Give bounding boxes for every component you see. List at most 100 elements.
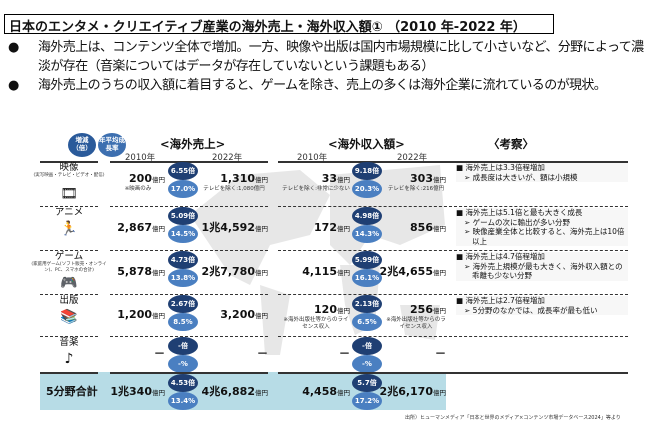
total-income-ratio: 5.7倍 [352,374,382,392]
note-line: ➢ 映像産業全体と比較すると、海外売上は10倍以上 [464,227,625,246]
note-line: ■ 海外売上は5.1倍と最も大きく成長 [456,208,583,217]
note-line: ■ 海外売上は4.7倍程増加 [456,252,545,261]
bullet-dot-icon: ● [8,40,19,55]
income-2022: 2兆4,655億円 [379,265,446,278]
sales-2022: 2兆7,780億円 [201,265,268,278]
books-icon: 📚 [60,309,78,325]
total-label: 5分野合計 [46,385,98,398]
notes-block: ■ 海外売上は5.1倍と最も大きく成長 ➢ ゲームの次に輸出が多い分野 ➢ 映像産業… [456,208,628,246]
legend-ratio-badge: 増減（倍） [68,133,96,157]
section-sales-heading: <海外売上> [160,137,226,151]
sales-cagr-badge: 8.5% [168,313,198,331]
income-cagr-badge: 16.1% [352,269,382,287]
row-label: アニメ [54,207,84,218]
anime-icon: 🏃 [60,221,78,237]
sales-cagr-badge: 17.0% [168,180,198,198]
note-line: ➢ 成長度は大きいが、額は小規模 [464,172,578,182]
row-divider [110,336,268,337]
sales-ratio-badge: 2.67倍 [168,295,198,313]
row-divider [110,206,268,207]
income-cagr-badge: 6.5% [352,313,382,331]
row-sublabel: (家庭用ゲーム(ソフト販売・オンライン)、PC、スマホの合計) [31,262,107,273]
row-label: 音楽 [59,337,79,348]
income-ratio-badge: 9.18倍 [352,162,382,180]
total-sales-2010: 1兆340億円 [110,385,165,398]
notes-block: ■ 海外売上は3.3倍程増加 ➢ 成長度は大きいが、額は小規模 [456,163,628,182]
income-ratio-badge: -倍 [352,337,382,355]
gamepad-icon: 🎮 [60,275,78,291]
value-note: テレビを除く:216億円 [387,185,445,192]
income-cagr-badge: -% [352,355,382,373]
sales-ratio-badge: 5.09倍 [168,207,198,225]
income-ratio-badge: 2.13倍 [352,295,382,313]
notes-block: ■ 海外売上は2.7倍程増加 ➢ 5分野のなかでは、成長率が最も低い [456,296,628,315]
note-line: ➢ 海外売上規模が最も大きく、海外収入額との乖離も少ない分野 [464,261,623,281]
row-sublabel: (実写映画・テレビ・ビデオ・配信) [33,173,105,178]
header-rule [278,161,628,163]
value-note: テレビを除く:1,080億円 [203,185,265,192]
sales-2022: 1,310億円 [220,171,268,185]
sales-2010: 200億円 [129,171,165,185]
section-income-heading: <海外収入額> [328,137,405,151]
sales-ratio-badge: -倍 [168,337,198,355]
source-note: 出所）ヒューマンメディア「日本と世界のメディア×コンテンツ市場データベース202… [405,415,621,421]
sales-cagr-badge: 14.5% [168,225,198,243]
bullet-dot-icon: ● [8,78,19,93]
sales-ratio-badge: 6.55倍 [168,162,198,180]
music-note-icon: ♪ [64,351,74,367]
income-2010: 120億円 [314,303,350,316]
row-divider [40,336,98,337]
value-note: ※海外出版社等からのライセンス収入 [283,317,349,330]
row-divider [110,294,268,295]
film-icon: 🎞 [60,186,78,202]
row-divider [278,336,628,337]
income-2022: 303億円 [410,171,446,185]
total-sales-ratio: 4.53倍 [168,374,198,392]
notes-block: ■ 海外売上は4.7倍程増加 ➢ 海外売上規模が最も大きく、海外収入額との乖離も少… [456,252,628,281]
income-2010: 33億円 [321,171,350,185]
legend-cagr-badge: 年平均成長率 [98,133,126,157]
row-divider [40,206,98,207]
row-divider [278,294,628,295]
income-2022: － [435,347,446,360]
header-rule [40,161,98,163]
income-2010: 172億円 [314,221,350,234]
total-sales-cagr: 13.4% [168,392,198,410]
note-line: ➢ ゲームの次に輸出が多い分野 [464,217,570,227]
section-notes-heading: 〈考察〉 [488,137,534,151]
row-label: ゲーム [54,251,84,262]
row-divider [40,294,98,295]
bullet-2: ● 海外売上のうちの収入額に着目すると、ゲームを除き、売上の多くは海外企業に流れて… [8,78,607,93]
sales-cagr-badge: 13.8% [168,269,198,287]
sales-2022: 3,200億円 [220,308,268,321]
header-rule [110,161,268,163]
year-2022-sales: 2022年 [212,153,243,163]
bullet-list: ● 海外売上は、コンテンツ全体で増加。一方、映像や出版は国内市場規模に比して小さい… [8,38,654,95]
income-2010: － [339,347,350,360]
note-line: ■ 海外売上は3.3倍程増加 [456,163,545,172]
value-note: ※海外出版社等からのライセンス収入 [386,317,446,330]
total-sales-2022: 4兆6,882億円 [201,385,268,398]
income-ratio-badge: 4.98倍 [352,207,382,225]
row-label: 出版 [59,295,79,306]
year-2010-sales: 2010年 [125,153,156,163]
sales-2022: 1兆4,592億円 [201,221,268,234]
slide-title: 日本のエンタメ・クリエイティブ産業の海外売上・海外収入額① （2010 年-20… [4,14,554,35]
note-line: ■ 海外売上は2.7倍程増加 [456,296,545,305]
row-divider [40,250,98,251]
bullet-1: ● 海外売上は、コンテンツ全体で増加。一方、映像や出版は国内市場規模に比して小さい… [8,40,644,74]
row-divider [278,250,628,251]
total-rule [110,372,268,374]
total-rule [40,372,98,374]
value-note: ※映画のみ [124,185,152,192]
income-cagr-badge: 14.3% [352,225,382,243]
income-2010: 4,115億円 [302,265,350,278]
sales-2010: － [154,347,165,360]
row-divider [110,250,268,251]
sales-2010: 5,878億円 [117,265,165,278]
sales-cagr-badge: -% [168,355,198,373]
note-line: ➢ 5分野のなかでは、成長率が最も低い [464,305,598,315]
year-2022-income: 2022年 [397,153,428,163]
year-2010-income: 2010年 [297,153,328,163]
total-income-2022: 2兆6,170億円 [379,385,446,398]
